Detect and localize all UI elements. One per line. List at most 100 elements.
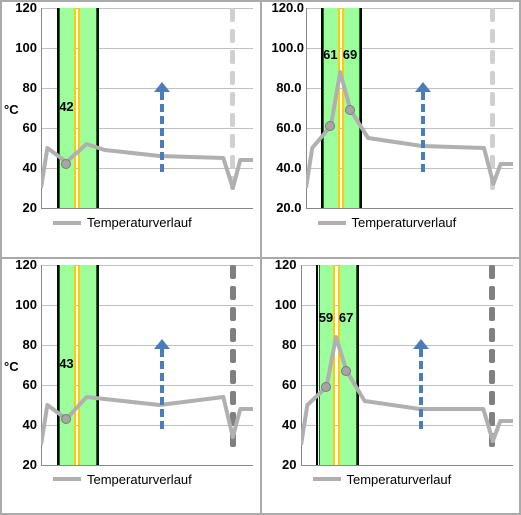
dashed-column-seg — [490, 8, 495, 22]
plot-area: 42 — [41, 8, 253, 208]
dashed-column-seg — [230, 29, 235, 43]
plot-area: 59 67 — [301, 265, 513, 465]
data-point-marker — [61, 414, 71, 424]
legend-label: Temperaturverlauf — [347, 472, 452, 487]
y-tick-label: 120.0 — [272, 1, 302, 15]
x-axis — [301, 465, 513, 466]
y-tick-label: 40.0 — [272, 160, 302, 175]
y-tick-label: 40 — [7, 417, 37, 432]
dashed-column-seg — [230, 286, 236, 300]
wall-layer-band — [338, 265, 357, 465]
y-tick-label: 100 — [267, 297, 297, 312]
wall-outer-line — [357, 265, 359, 465]
y-axis — [41, 265, 42, 465]
dashed-column-seg — [490, 113, 495, 127]
x-axis — [41, 208, 253, 209]
y-tick-label: 60 — [7, 120, 37, 135]
up-arrow-head — [415, 82, 431, 92]
y-axis — [301, 265, 302, 465]
wall-outer-line — [97, 265, 99, 465]
y-tick-label: 20 — [267, 457, 297, 472]
dashed-column-seg — [490, 50, 495, 64]
legend-label: Temperaturverlauf — [352, 215, 457, 230]
chart-panel-tr: 616920.040.060.080.0100.0120.0Temperatur… — [261, 1, 521, 258]
plot-area: 43 — [41, 265, 253, 465]
legend-swatch — [318, 221, 346, 225]
dashed-column-seg — [489, 391, 495, 405]
up-arrow-head — [413, 339, 429, 349]
dashed-column-seg — [230, 134, 235, 148]
x-axis — [41, 465, 253, 466]
data-point-marker — [341, 366, 351, 376]
dashed-column-seg — [490, 29, 495, 43]
data-point-label: 59 — [319, 310, 333, 325]
wall-amber-line — [74, 265, 76, 465]
dashed-column-seg — [489, 433, 495, 447]
dashed-column-seg — [230, 50, 235, 64]
y-tick-label: 100 — [7, 40, 37, 55]
legend: Temperaturverlauf — [313, 472, 452, 487]
y-tick-label: 80 — [7, 337, 37, 352]
y-tick-label: 40 — [267, 417, 297, 432]
legend: Temperaturverlauf — [318, 215, 457, 230]
dashed-column-seg — [230, 370, 236, 384]
dashed-column-seg — [230, 433, 236, 447]
dashed-column-seg — [489, 328, 495, 342]
wall-layer-band — [78, 265, 97, 465]
wall-outer-line — [97, 8, 99, 208]
y-tick-label: 100 — [7, 297, 37, 312]
dashed-column-seg — [230, 412, 236, 426]
dashed-column-seg — [230, 92, 235, 106]
y-tick-label: 60 — [267, 377, 297, 392]
dashed-column-seg — [489, 349, 495, 363]
dashed-column-seg — [230, 391, 236, 405]
data-point-marker — [321, 382, 331, 392]
y-tick-label: 20 — [7, 200, 37, 215]
y-axis-label: °C — [4, 102, 19, 117]
data-point-label: 69 — [343, 47, 357, 62]
dashed-column-seg — [230, 8, 235, 22]
data-point-label: 67 — [339, 310, 353, 325]
data-point-label: 61 — [323, 47, 337, 62]
plot-area: 61 69 — [306, 8, 513, 208]
y-tick-label: 120 — [267, 258, 297, 272]
y-tick-label: 60.0 — [272, 120, 302, 135]
dashed-column-seg — [489, 412, 495, 426]
dashed-column-seg — [230, 176, 235, 190]
dashed-column-seg — [230, 71, 235, 85]
wall-amber-line — [78, 265, 80, 465]
legend-swatch — [313, 477, 341, 481]
y-tick-label: 80 — [267, 337, 297, 352]
dashed-column-seg — [230, 349, 236, 363]
dashed-column-seg — [230, 328, 236, 342]
dashed-column-seg — [489, 307, 495, 321]
wall-amber-line — [78, 8, 80, 208]
y-tick-label: 100.0 — [272, 40, 302, 55]
dashed-column-seg — [490, 176, 495, 190]
wall-amber-line — [74, 8, 76, 208]
dashed-column-seg — [230, 155, 235, 169]
dashed-column-seg — [490, 92, 495, 106]
chart-panel-bl: 43 °C 20 40 60 80 100 120 Temperaturverlauf — [1, 258, 261, 515]
data-point-marker — [345, 105, 355, 115]
y-tick-label: 20 — [7, 457, 37, 472]
y-tick-label: 80.0 — [272, 80, 302, 95]
legend-swatch — [53, 221, 81, 225]
y-axis-label: °C — [4, 359, 19, 374]
y-tick-label: 120 — [7, 258, 37, 272]
wall-amber-line — [338, 8, 340, 208]
dashed-column-seg — [489, 370, 495, 384]
data-point-label: 42 — [59, 99, 73, 114]
legend-label: Temperaturverlauf — [87, 472, 192, 487]
up-arrow-stem — [160, 92, 164, 172]
wall-layer-band — [78, 8, 97, 208]
legend-label: Temperaturverlauf — [87, 215, 192, 230]
y-tick-label: 60 — [7, 377, 37, 392]
wall-amber-line — [342, 8, 344, 208]
dashed-column-seg — [230, 265, 236, 279]
legend-swatch — [53, 477, 81, 481]
y-tick-label: 80 — [7, 80, 37, 95]
chart-grid: 42 °C 20 40 60 80 100 120 Temperaturverlauf 61 69 2… — [0, 0, 521, 515]
dashed-column-seg — [230, 113, 235, 127]
up-arrow-stem — [160, 349, 164, 429]
